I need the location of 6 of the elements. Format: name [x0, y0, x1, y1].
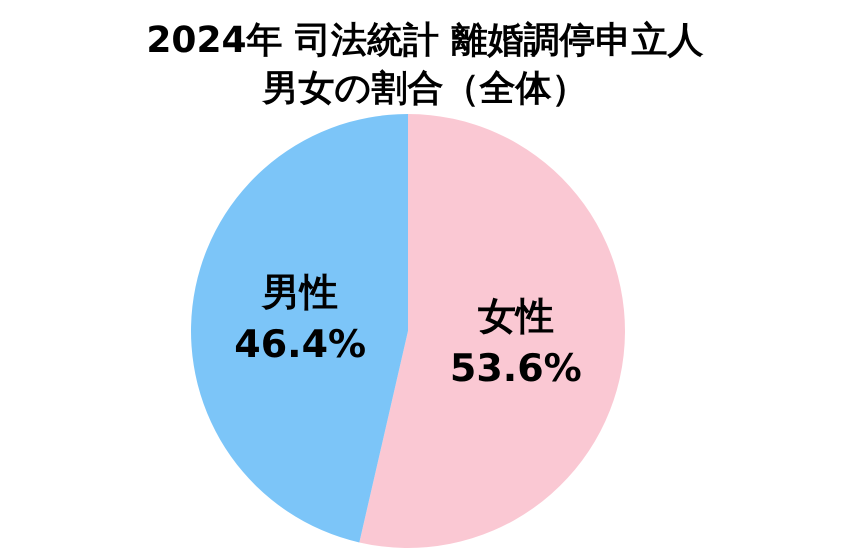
slice-label: 男性: [261, 270, 338, 314]
subtitle: 男女の割合（全体）: [262, 68, 588, 109]
title: 2024年 司法統計 離婚調停申立人: [146, 20, 704, 61]
data-label: 46.4%: [234, 322, 366, 366]
slice-label: 女性: [478, 294, 554, 338]
data-label: 53.6%: [450, 346, 582, 390]
